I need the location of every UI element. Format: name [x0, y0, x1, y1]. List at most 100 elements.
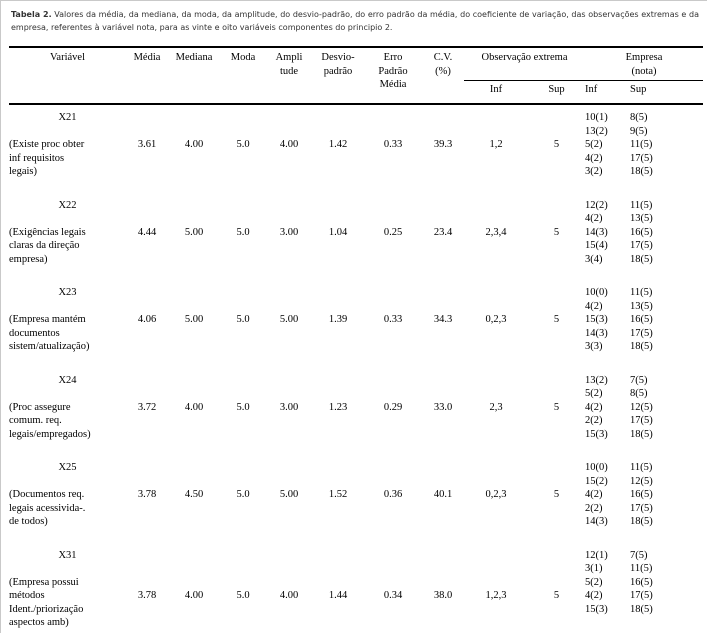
table-row: legais/empregados) 15(3) 18(5) [9, 428, 703, 442]
obs-sup-value: 5 [553, 401, 560, 413]
erro-padrao-value: 0.33 [383, 314, 403, 325]
col-header-cv-line2: (%) [435, 65, 451, 77]
group-header-empresa-line2: (nota) [631, 65, 657, 77]
table-row: X22 12(2) 11(5) [9, 179, 703, 213]
table-header: Variável Média Mediana Moda Ampli tude D… [9, 46, 703, 105]
erro-padrao-value: 0.36 [383, 489, 403, 500]
table-caption-label: Tabela 2. [11, 10, 52, 19]
table-row: 5(2) 8(5) [9, 387, 703, 401]
cv-value: 39.3 [433, 139, 453, 150]
empresa-inf-value: 12(2) [585, 199, 608, 211]
col-header-empresa-sup: Sup [630, 80, 703, 105]
mediana-value: 5.00 [184, 314, 204, 325]
empresa-inf-value: 15(4) [585, 240, 608, 251]
obs-inf-value: 1,2 [489, 139, 503, 150]
desvio-padrao-value: 1.42 [328, 139, 348, 150]
variable-id: X21 [58, 112, 77, 123]
empresa-sup-value: 12(5) [630, 401, 653, 413]
obs-inf-value: 2,3,4 [485, 226, 507, 238]
erro-padrao-value: 0.29 [383, 401, 403, 413]
empresa-inf-value: 5(2) [585, 139, 603, 150]
table-row: aspectos amb) [9, 616, 703, 630]
empresa-inf-value: 14(3) [585, 327, 608, 339]
amplitude-value: 4.00 [279, 139, 299, 150]
variable-desc: de todos) [9, 516, 48, 527]
table-row: 15(2) 12(5) [9, 475, 703, 489]
empresa-inf-value: 3(4) [585, 253, 603, 265]
amplitude-value: 4.00 [279, 590, 299, 601]
table-row: inf requisitos 4(2) 17(5) [9, 152, 703, 166]
cv-value: 38.0 [433, 590, 453, 601]
variable-desc: (Documentos req. [9, 489, 85, 500]
mediana-value: 5.00 [184, 226, 204, 238]
moda-value: 5.0 [236, 590, 250, 601]
empresa-sup-value: 17(5) [630, 502, 653, 514]
variable-desc: legais) [9, 166, 37, 177]
col-header-cv: C.V. (%) [422, 46, 464, 105]
variable-desc: (Empresa possui [9, 576, 79, 588]
cv-value: 34.3 [433, 314, 453, 325]
empresa-inf-value: 10(1) [585, 112, 608, 123]
empty-cell [126, 300, 585, 314]
media-value: 4.44 [137, 226, 157, 238]
col-header-desvio-line2: padrão [323, 65, 353, 77]
obs-sup-value: 5 [553, 489, 560, 500]
empresa-sup-value: 17(5) [630, 240, 653, 251]
empresa-sup-value: 18(5) [630, 166, 653, 177]
empresa-sup-value: 18(5) [630, 253, 653, 265]
empresa-sup-value: 17(5) [630, 590, 653, 601]
empresa-sup-value: 7(5) [630, 549, 648, 561]
empresa-inf-value: 2(2) [585, 415, 603, 426]
empty-cell [126, 125, 585, 139]
cv-value: 23.4 [433, 226, 453, 238]
variable-desc: (Proc assegure [9, 401, 71, 413]
desvio-padrao-value: 1.44 [328, 590, 348, 601]
desvio-padrao-value: 1.04 [328, 226, 348, 238]
empresa-inf-value: 15(3) [585, 314, 608, 325]
table-body: X21 10(1) 8(5) 13(2) 9(5) (Existe proc o… [9, 104, 703, 630]
empty-cell [126, 562, 585, 576]
empty-cell [126, 414, 585, 428]
empty-cell [126, 603, 585, 617]
col-header-cv-line1: C.V. [433, 52, 453, 63]
empty-cell [126, 212, 585, 226]
table-row: (Existe proc obter 3.61 4.00 5.0 4.00 1.… [9, 138, 703, 152]
table-row: legais) 3(2) 18(5) [9, 165, 703, 179]
table-row: sistem/atualização) 3(3) 18(5) [9, 340, 703, 354]
empresa-sup-value: 18(5) [630, 341, 653, 352]
empty-cell [126, 253, 585, 267]
table-row: Ident./priorização 15(3) 18(5) [9, 603, 703, 617]
table-row: legais acessivida-. 2(2) 17(5) [9, 502, 703, 516]
table-row: empresa) 3(4) 18(5) [9, 253, 703, 267]
cv-value: 40.1 [433, 489, 453, 500]
empty-cell [126, 104, 585, 125]
table-row: X25 10(0) 11(5) [9, 441, 703, 475]
empresa-inf-value: 4(2) [585, 590, 603, 601]
empty-cell [126, 616, 585, 630]
col-header-obs-sup: Sup [528, 80, 585, 105]
empresa-sup-value: 11(5) [630, 462, 653, 473]
obs-sup-value: 5 [553, 314, 560, 325]
empresa-sup-value: 11(5) [630, 199, 653, 211]
moda-value: 5.0 [236, 489, 250, 500]
erro-padrao-value: 0.25 [383, 226, 403, 238]
empresa-sup-value: 18(5) [630, 428, 653, 440]
col-header-media: Média [126, 46, 168, 105]
variable-desc: documentos [9, 327, 60, 339]
empresa-inf-value: 15(3) [585, 603, 608, 615]
empty-cell [126, 239, 585, 253]
empty-cell [126, 354, 585, 388]
empresa-sup-value: 17(5) [630, 415, 653, 426]
table-row: (Documentos req. 3.78 4.50 5.0 5.00 1.52… [9, 488, 703, 502]
empresa-inf-value: 10(0) [585, 462, 608, 473]
empresa-inf-value: 4(2) [585, 401, 603, 413]
col-header-amplitude-line1: Ampli [275, 52, 303, 63]
moda-value: 5.0 [236, 314, 250, 325]
empty-cell [126, 576, 585, 590]
variable-desc: claras da direção [9, 240, 80, 251]
empresa-inf-value: 5(2) [585, 576, 603, 588]
variable-desc: (Exigências legais [9, 226, 86, 238]
empty-cell [126, 179, 585, 213]
variable-id: X23 [58, 287, 77, 298]
media-value: 3.78 [137, 590, 157, 601]
